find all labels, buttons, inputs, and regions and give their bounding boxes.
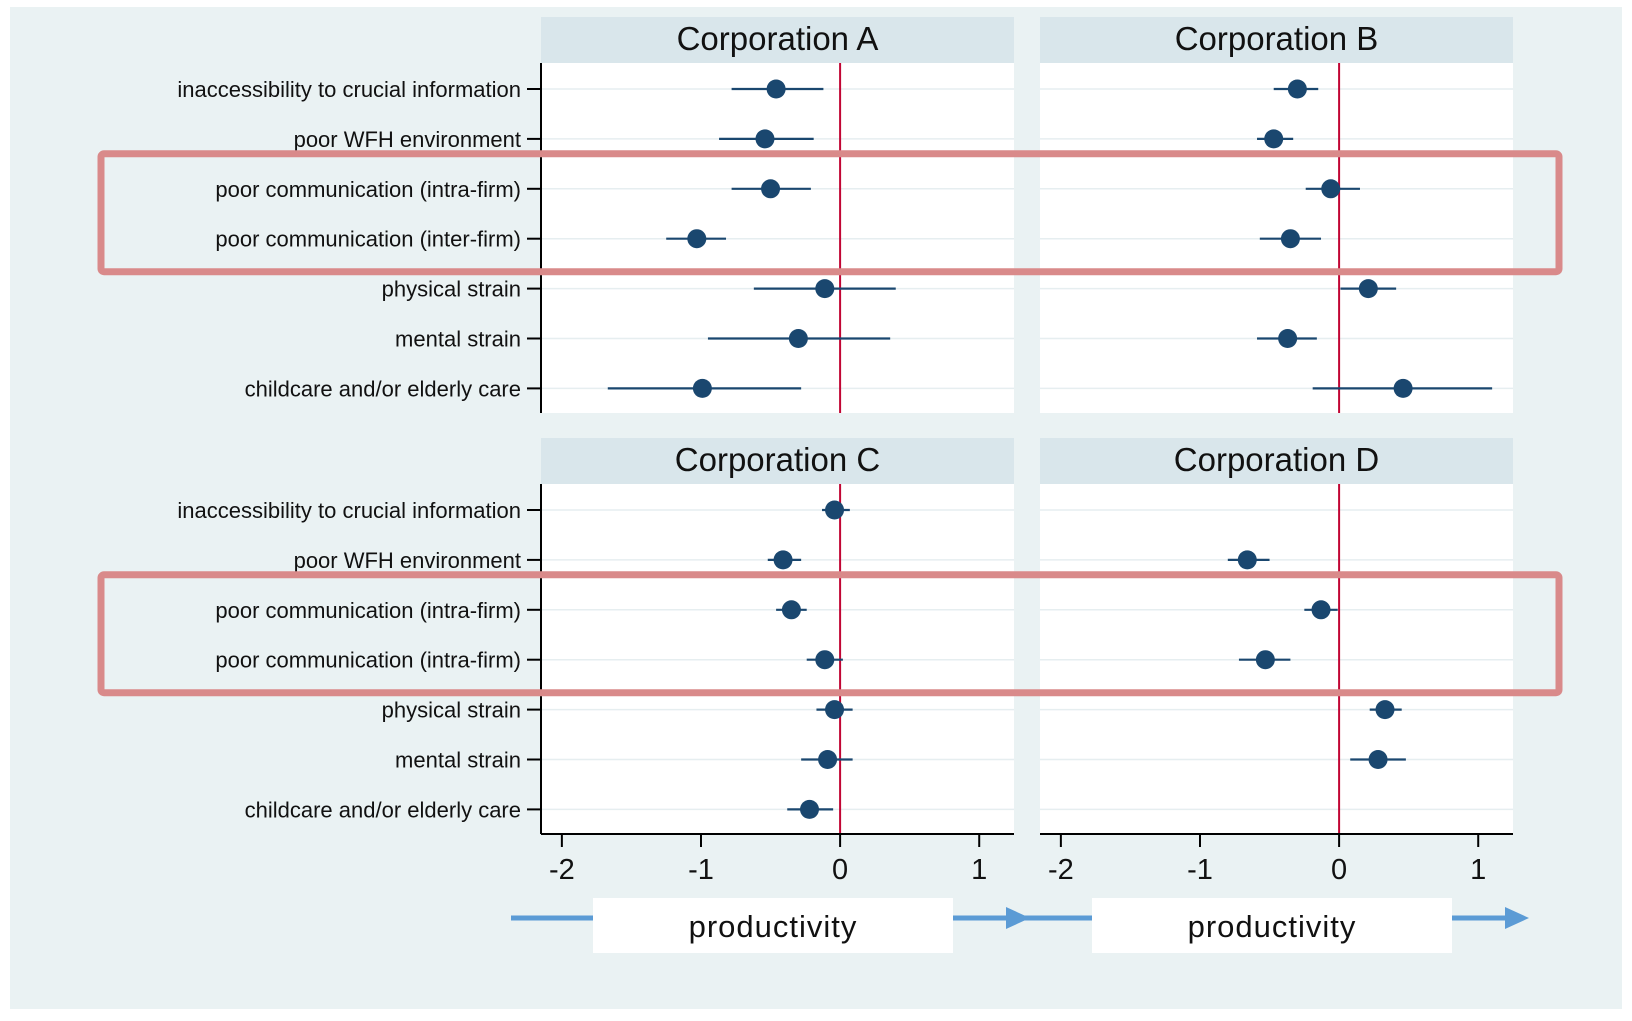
x-tick-label: 0: [832, 854, 848, 886]
panel-title: Corporation B: [1175, 20, 1379, 57]
panel-1: Corporation A inaccessibility to crucial …: [177, 17, 1014, 413]
panel-3: Corporation C inaccessibility to crucial …: [177, 438, 1014, 886]
y-tick-label: childcare and/or elderly care: [245, 376, 521, 401]
y-tick-label: poor communication (intra-firm): [215, 598, 521, 623]
point-estimate: [1278, 329, 1298, 348]
x-tick-label: -2: [549, 854, 575, 886]
xlabel-box: [1092, 898, 1452, 953]
highlight-box: [97, 150, 1563, 276]
y-tick-label: poor WFH environment: [294, 548, 521, 573]
y-tick-label: poor WFH environment: [294, 127, 521, 152]
point-estimate: [1358, 279, 1378, 299]
point-estimate: [1321, 179, 1341, 199]
point-estimate: [692, 378, 712, 398]
point-estimate: [1375, 700, 1395, 720]
point-estimate: [773, 550, 793, 570]
point-estimate: [766, 79, 786, 99]
panel-header: [541, 17, 1014, 63]
x-tick-label: -2: [1048, 854, 1074, 886]
panel-header: [1040, 17, 1513, 63]
point-estimate: [781, 600, 801, 620]
point-estimate: [687, 229, 707, 249]
panel-header: [1040, 438, 1513, 484]
y-tick-label: poor communication (intra-firm): [215, 648, 521, 673]
point-estimate: [818, 750, 838, 769]
x-axis-label: productivity: [689, 909, 858, 944]
point-estimate: [1287, 79, 1307, 99]
y-tick-label: mental strain: [395, 327, 521, 352]
y-tick-label: mental strain: [395, 748, 521, 773]
x-tick-label: 0: [1331, 854, 1347, 886]
y-tick-label: poor communication (inter-firm): [215, 227, 521, 252]
point-estimate: [815, 650, 835, 670]
panel-title: Corporation A: [677, 20, 879, 57]
panel-title: Corporation D: [1174, 441, 1379, 478]
y-tick-label: poor communication (intra-firm): [215, 177, 521, 202]
y-tick-label: inaccessibility to crucial information: [177, 498, 521, 523]
productivity-arrow-head: [1505, 907, 1529, 929]
point-estimate: [1255, 650, 1275, 670]
x-tick-label: 1: [1470, 854, 1486, 886]
point-estimate: [825, 500, 845, 520]
panel-4: Corporation D -2 -1 0 1: [1040, 438, 1513, 886]
x-tick-label: -1: [688, 854, 714, 886]
point-estimate: [799, 799, 819, 819]
panel-title: Corporation C: [675, 441, 880, 478]
point-estimate: [761, 179, 781, 199]
y-tick-label: physical strain: [382, 698, 521, 723]
x-tick-label: -1: [1187, 854, 1213, 886]
point-estimate: [1280, 229, 1300, 249]
point-estimate: [1264, 129, 1284, 149]
point-estimate: [815, 279, 835, 299]
point-estimate: [1311, 600, 1331, 620]
y-tick-label: childcare and/or elderly care: [245, 797, 521, 822]
panel-header: [541, 438, 1014, 484]
xlabel-box: [593, 898, 953, 953]
point-estimate: [788, 329, 808, 348]
x-tick-label: 1: [971, 854, 987, 886]
point-estimate: [1393, 378, 1413, 398]
x-axis-label: productivity: [1188, 909, 1357, 944]
point-estimate: [755, 129, 775, 149]
y-tick-label: inaccessibility to crucial information: [177, 77, 521, 102]
point-estimate: [1368, 750, 1388, 769]
y-tick-label: physical strain: [382, 277, 521, 302]
highlight-box: [97, 571, 1563, 697]
panel-2: Corporation B: [1040, 17, 1513, 413]
point-estimate: [1237, 550, 1257, 570]
point-estimate: [825, 700, 845, 720]
